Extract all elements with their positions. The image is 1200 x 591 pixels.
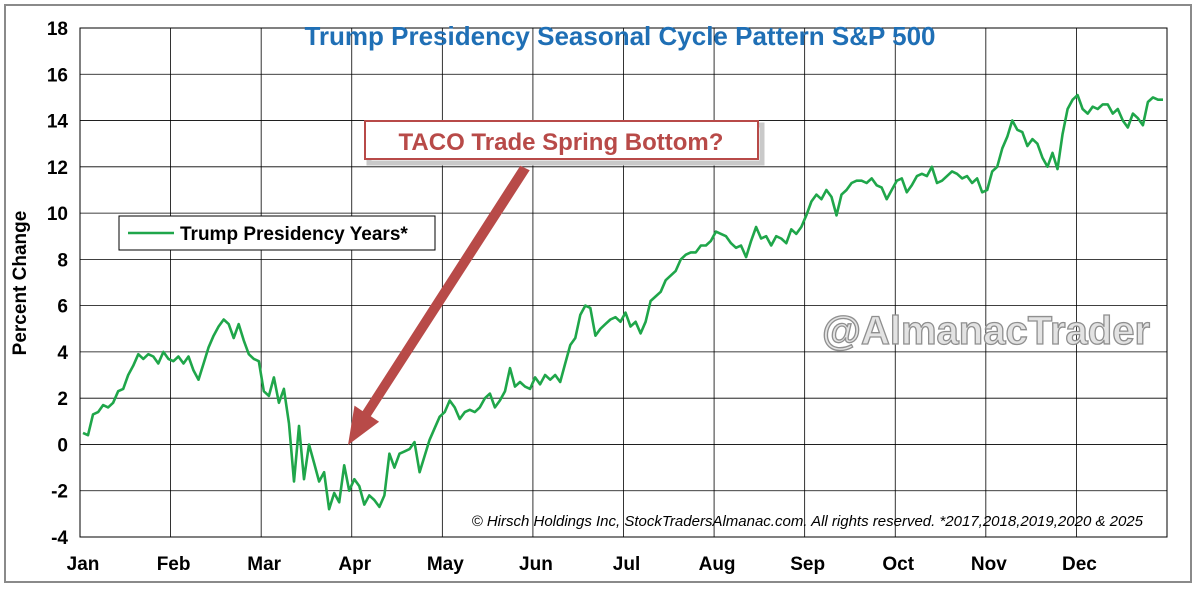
y-tick-label: 12 bbox=[47, 158, 68, 179]
callout-box bbox=[364, 120, 759, 160]
legend: Trump Presidency Years* bbox=[118, 215, 436, 251]
x-tick-label: Apr bbox=[338, 554, 371, 575]
x-tick-label: Jan bbox=[67, 554, 100, 575]
x-tick-label: May bbox=[427, 554, 464, 575]
y-tick-label: 4 bbox=[57, 343, 68, 364]
gridlines bbox=[80, 27, 1167, 538]
y-tick-label: 0 bbox=[57, 435, 68, 456]
chart-title: Trump Presidency Seasonal Cycle Pattern … bbox=[304, 21, 935, 51]
x-tick-label: Oct bbox=[882, 554, 914, 575]
watermark: @AlmanacTrader bbox=[822, 309, 1150, 353]
x-tick-label: Mar bbox=[247, 554, 281, 575]
y-tick-label: 10 bbox=[47, 204, 68, 225]
y-tick-label: 14 bbox=[47, 112, 69, 133]
x-tick-label: Jul bbox=[613, 554, 640, 575]
x-tick-label: Feb bbox=[157, 554, 191, 575]
x-tick-label: Nov bbox=[971, 554, 1007, 575]
x-tick-label: Aug bbox=[699, 554, 736, 575]
series-group bbox=[82, 93, 1163, 511]
y-axis-label: Percent Change bbox=[10, 211, 31, 356]
chart-frame bbox=[4, 4, 1192, 583]
copyright-note: © Hirsch Holdings Inc, StockTradersAlman… bbox=[472, 513, 1144, 530]
legend-label: Trump Presidency Years* bbox=[180, 224, 408, 245]
y-tick-label: 8 bbox=[57, 250, 68, 271]
series-line bbox=[82, 93, 1163, 511]
y-axis-ticks: 18 16 14 12 10 8 6 4 2 0 -2 -4 bbox=[47, 19, 69, 549]
y-tick-label: 2 bbox=[57, 389, 68, 410]
y-tick-label: -2 bbox=[51, 482, 68, 503]
x-tick-label: Jun bbox=[519, 554, 553, 575]
x-axis-ticks: Jan Feb Mar Apr May Jun Jul Aug Sep Oct Nov Dec bbox=[67, 554, 1098, 575]
y-tick-label: 6 bbox=[57, 297, 68, 318]
annotation-callout: TACO Trade Spring Bottom? bbox=[348, 120, 765, 445]
y-tick-label: 18 bbox=[47, 19, 68, 40]
y-tick-label: -4 bbox=[51, 528, 68, 549]
x-tick-label: Dec bbox=[1062, 554, 1097, 575]
y-tick-label: 16 bbox=[47, 65, 68, 86]
x-tick-label: Sep bbox=[790, 554, 825, 575]
callout-label: TACO Trade Spring Bottom? bbox=[399, 129, 724, 156]
callout-arrow bbox=[348, 165, 530, 445]
